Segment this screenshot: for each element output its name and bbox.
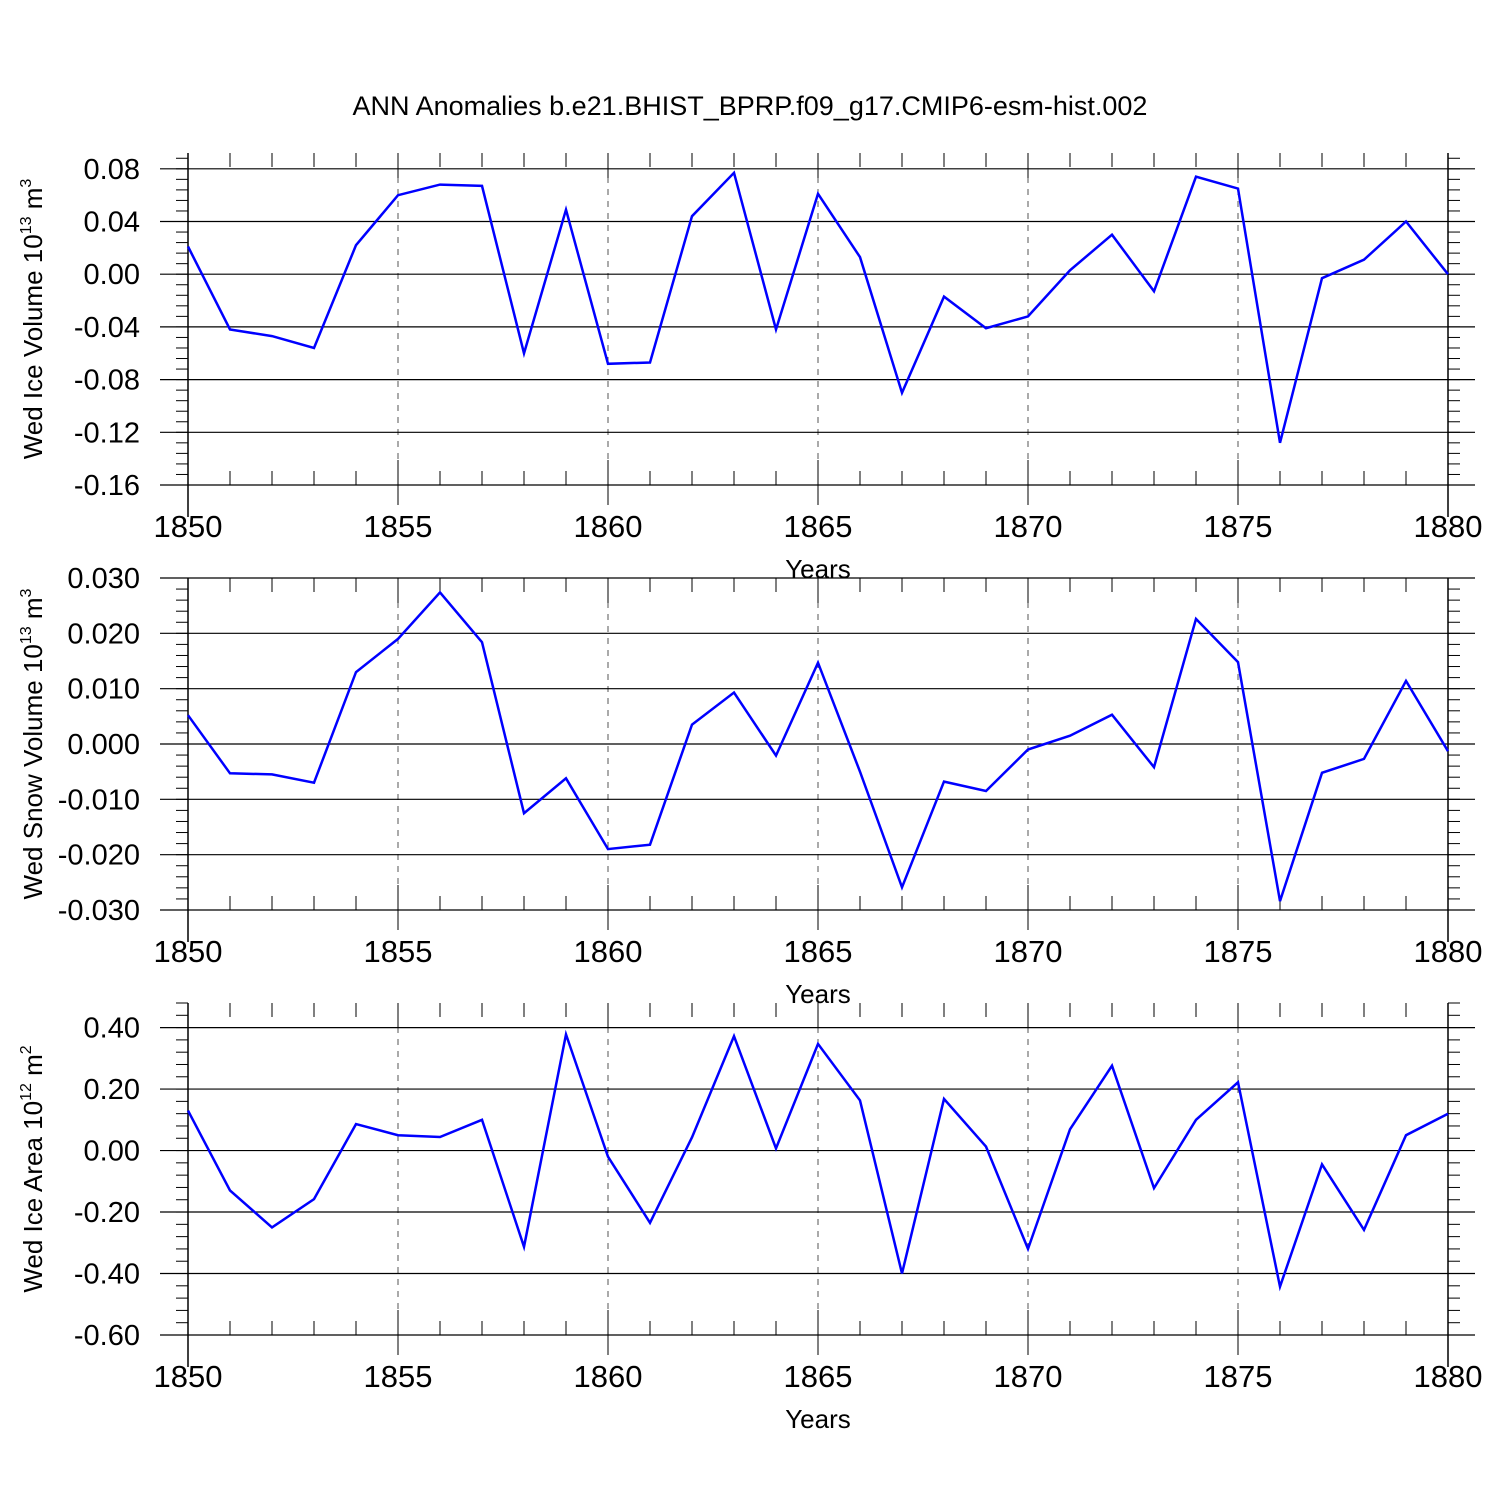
y-tick-label: 0.08: [84, 154, 140, 186]
y-tick-label: -0.010: [58, 784, 140, 816]
x-tick-label: 1865: [784, 509, 853, 544]
panel-1: 0.08 0.04 0.00 -0.04 -0.08 -0.12 -0.16 1850 1855…: [18, 153, 1482, 584]
x-tick-label: 1870: [994, 509, 1063, 544]
series-line: [186, 1029, 1449, 1292]
x-tick-label: 1855: [364, 509, 433, 544]
panel-3: 0.40 0.20 0.00 -0.20 -0.40 -0.60 1850 1855 1860 1…: [18, 1002, 1483, 1434]
y-tick-label: -0.08: [74, 365, 140, 397]
y-tick-label: 0.010: [67, 674, 140, 706]
y-tick-label: 0.04: [84, 207, 140, 239]
series-line: [186, 590, 1450, 902]
x-tick-label: 1870: [994, 934, 1063, 969]
chart-title: ANN Anomalies b.e21.BHIST_BPRP.f09_g17.C…: [353, 91, 1148, 121]
y-axis-label: Wed Snow Volume 1013 m3: [18, 588, 48, 899]
y-tick-label: 0.000: [67, 729, 140, 761]
x-tick-label: 1865: [784, 934, 853, 969]
y-axis-label: Wed Ice Volume 1013 m3: [18, 179, 48, 460]
x-tick-label: 1855: [364, 1359, 433, 1394]
y-tick-label: 0.00: [84, 259, 140, 291]
x-axis-label: Years: [785, 1404, 851, 1434]
y-tick-label: -0.16: [74, 470, 140, 502]
x-tick-label: 1865: [784, 1359, 853, 1394]
x-tick-label: 1860: [574, 509, 643, 544]
x-tick-label: 1880: [1414, 1359, 1483, 1394]
series-line: [186, 170, 1449, 444]
panel-2: 0.030 0.020 0.010 0.000 -0.010 -0.020 -0.030 18…: [18, 563, 1482, 1009]
panels: 0.08 0.04 0.00 -0.04 -0.08 -0.12 -0.16 1850 1855…: [18, 153, 1482, 1434]
x-tick-label: 1875: [1204, 509, 1273, 544]
x-tick-label: 1855: [364, 934, 433, 969]
x-tick-label: 1870: [994, 1359, 1063, 1394]
y-tick-label: 0.00: [84, 1136, 140, 1168]
x-tick-label: 1875: [1204, 934, 1273, 969]
x-tick-label: 1850: [154, 934, 223, 969]
y-tick-label: -0.020: [58, 840, 140, 872]
y-tick-label: -0.20: [74, 1197, 140, 1229]
y-tick-label: 0.20: [84, 1074, 140, 1106]
x-tick-label: 1880: [1414, 934, 1483, 969]
y-tick-label: 0.40: [84, 1013, 140, 1045]
x-tick-label: 1860: [574, 934, 643, 969]
x-tick-label: 1850: [154, 509, 223, 544]
y-tick-label: -0.40: [74, 1259, 140, 1291]
y-tick-label: -0.12: [74, 417, 140, 449]
y-tick-label: 0.020: [67, 618, 140, 650]
y-tick-label: -0.04: [74, 312, 140, 344]
y-tick-label: 0.030: [67, 563, 140, 595]
y-tick-label: -0.030: [58, 895, 140, 927]
y-tick-label: -0.60: [74, 1320, 140, 1352]
x-tick-label: 1850: [154, 1359, 223, 1394]
x-tick-label: 1860: [574, 1359, 643, 1394]
y-axis-label: Wed Ice Area 1012 m2: [18, 1045, 48, 1292]
x-tick-label: 1875: [1204, 1359, 1273, 1394]
x-tick-label: 1880: [1414, 509, 1483, 544]
